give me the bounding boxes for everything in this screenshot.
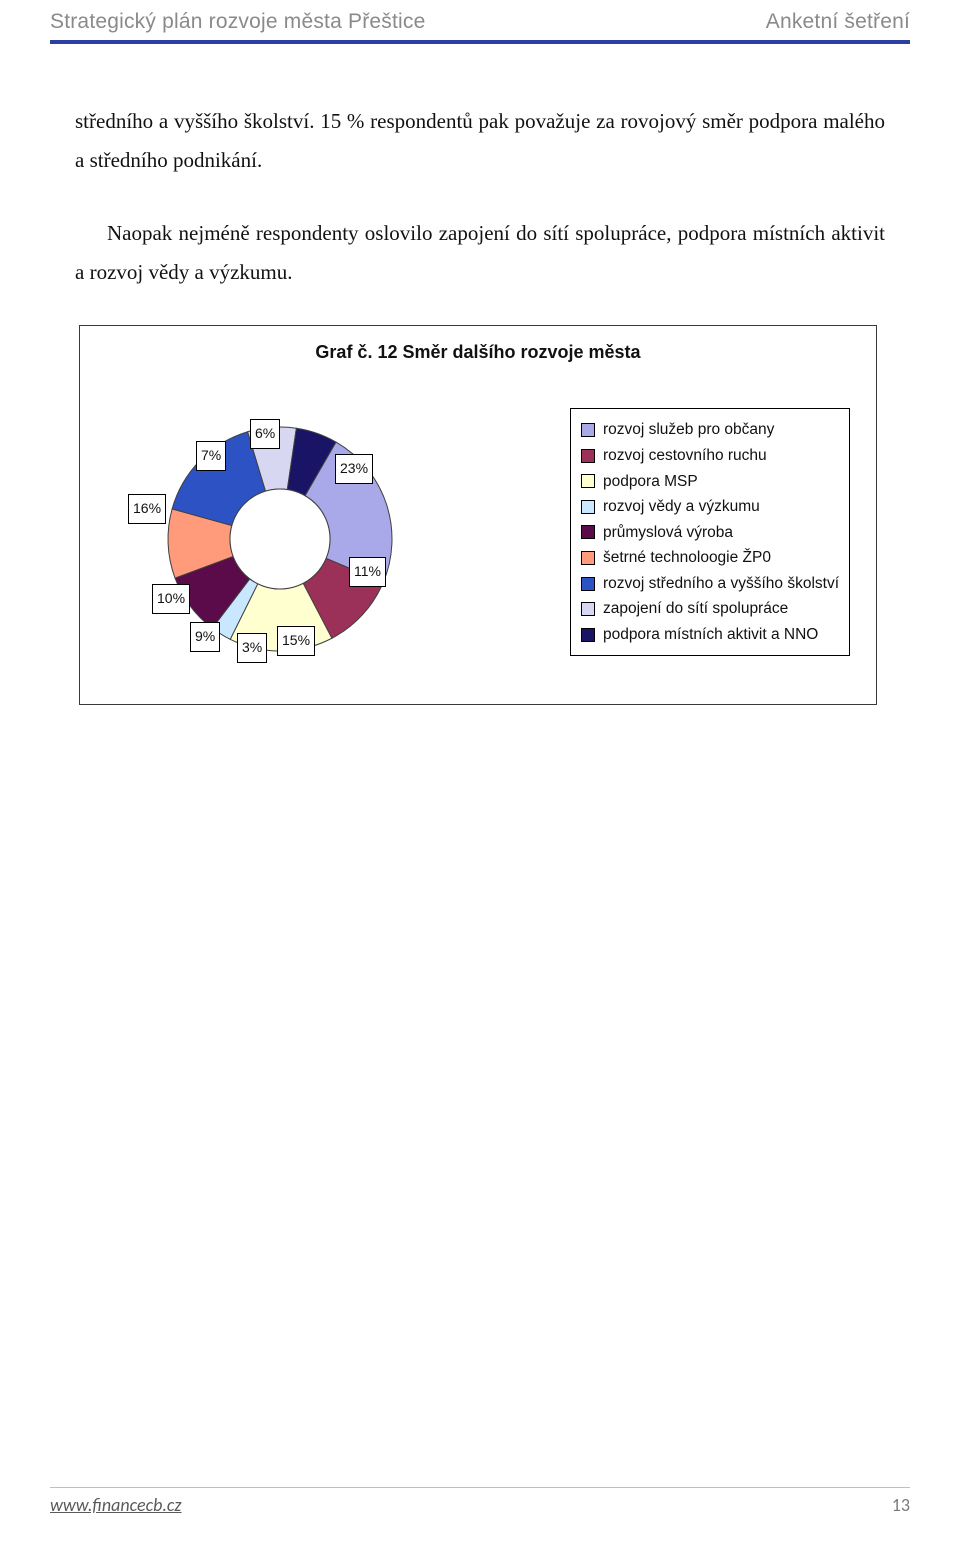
legend-label: rozvoj středního a vyššího školství xyxy=(603,571,839,597)
pct-label: 3% xyxy=(237,633,267,663)
legend-swatch xyxy=(581,474,595,488)
page-footer: www.financecb.cz 13 xyxy=(0,1487,960,1516)
legend-item: zapojení do sítí spolupráce xyxy=(581,596,839,622)
legend-swatch xyxy=(581,551,595,565)
legend-label: podpora místních aktivit a NNO xyxy=(603,622,818,648)
pct-label: 9% xyxy=(190,622,220,652)
legend-swatch xyxy=(581,525,595,539)
pct-label: 10% xyxy=(152,584,190,614)
legend-item: rozvoj cestovního ruchu xyxy=(581,443,839,469)
legend-item: podpora místních aktivit a NNO xyxy=(581,622,839,648)
pct-label: 15% xyxy=(277,626,315,656)
legend-swatch xyxy=(581,628,595,642)
legend-item: průmyslová výroba xyxy=(581,520,839,546)
pie-hole xyxy=(230,489,330,589)
legend-swatch xyxy=(581,577,595,591)
pct-label: 16% xyxy=(128,494,166,524)
page-header: Strategický plán rozvoje města Přeštice … xyxy=(0,0,960,40)
legend-item: rozvoj služeb pro občany xyxy=(581,417,839,443)
legend-label: zapojení do sítí spolupráce xyxy=(603,596,788,622)
legend-swatch xyxy=(581,602,595,616)
legend-swatch xyxy=(581,423,595,437)
body-text: středního a vyššího školství. 15 % respo… xyxy=(0,44,960,705)
pct-label: 23% xyxy=(335,454,373,484)
pct-label: 7% xyxy=(196,441,226,471)
legend-label: průmyslová výroba xyxy=(603,520,733,546)
page: Strategický plán rozvoje města Přeštice … xyxy=(0,0,960,1560)
pie-wrap: 23%11%15%3%9%10%16%7%6% xyxy=(140,394,440,674)
header-left: Strategický plán rozvoje města Přeštice xyxy=(50,10,425,34)
footer-site: www.financecb.cz xyxy=(50,1494,182,1516)
legend-label: rozvoj služeb pro občany xyxy=(603,417,774,443)
legend-item: rozvoj vědy a výzkumu xyxy=(581,494,839,520)
pct-label: 6% xyxy=(250,419,280,449)
legend: rozvoj služeb pro občanyrozvoj cestovníh… xyxy=(570,408,850,656)
paragraph-1: středního a vyššího školství. 15 % respo… xyxy=(75,102,885,180)
legend-item: rozvoj středního a vyššího školství xyxy=(581,571,839,597)
pct-label: 11% xyxy=(349,557,386,587)
chart-title: Graf č. 12 Směr dalšího rozvoje města xyxy=(80,326,876,369)
paragraph-2: Naopak nejméně respondenty oslovilo zapo… xyxy=(75,214,885,292)
legend-item: šetrné technoloogie ŽP0 xyxy=(581,545,839,571)
footer-page: 13 xyxy=(892,1494,910,1516)
footer-rule xyxy=(50,1487,910,1488)
legend-label: šetrné technoloogie ŽP0 xyxy=(603,545,771,571)
chart-container: Graf č. 12 Směr dalšího rozvoje města 23… xyxy=(79,325,877,705)
legend-label: rozvoj vědy a výzkumu xyxy=(603,494,760,520)
legend-label: rozvoj cestovního ruchu xyxy=(603,443,767,469)
legend-swatch xyxy=(581,449,595,463)
footer-row: www.financecb.cz 13 xyxy=(50,1494,910,1516)
legend-swatch xyxy=(581,500,595,514)
legend-item: podpora MSP xyxy=(581,469,839,495)
header-right: Anketní šetření xyxy=(766,10,910,34)
legend-label: podpora MSP xyxy=(603,469,698,495)
